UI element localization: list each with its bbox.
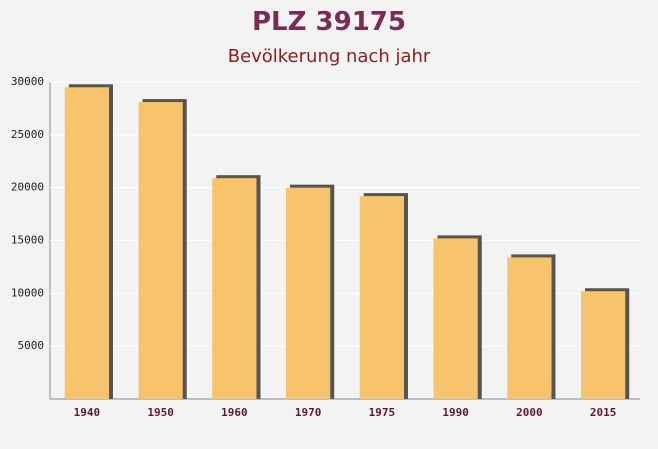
bar bbox=[433, 238, 478, 399]
x-tick-label: 2000 bbox=[516, 406, 543, 419]
y-tick-label: 25000 bbox=[11, 128, 44, 141]
x-tick-label: 2015 bbox=[590, 406, 617, 419]
y-tick-label: 20000 bbox=[11, 181, 44, 194]
bar bbox=[212, 178, 257, 399]
y-tick-label: 10000 bbox=[11, 286, 44, 299]
y-tick-label: 30000 bbox=[11, 75, 44, 88]
chart-title: PLZ 39175 bbox=[252, 7, 406, 37]
bar bbox=[286, 187, 331, 399]
x-tick-label: 1975 bbox=[369, 406, 396, 419]
chart-subtitle: Bevölkerung nach jahr bbox=[228, 46, 431, 67]
x-tick-label: 1990 bbox=[442, 406, 469, 419]
x-tick-label: 1970 bbox=[295, 406, 322, 419]
x-tick-label: 1950 bbox=[147, 406, 174, 419]
bar bbox=[138, 102, 183, 400]
bar bbox=[64, 87, 109, 400]
y-tick-label: 15000 bbox=[11, 234, 44, 247]
bar bbox=[581, 291, 626, 399]
bar bbox=[359, 196, 404, 399]
bar bbox=[507, 257, 552, 399]
x-tick-label: 1960 bbox=[221, 406, 248, 419]
y-tick-label: 5000 bbox=[18, 339, 45, 352]
x-tick-label: 1940 bbox=[74, 406, 101, 419]
